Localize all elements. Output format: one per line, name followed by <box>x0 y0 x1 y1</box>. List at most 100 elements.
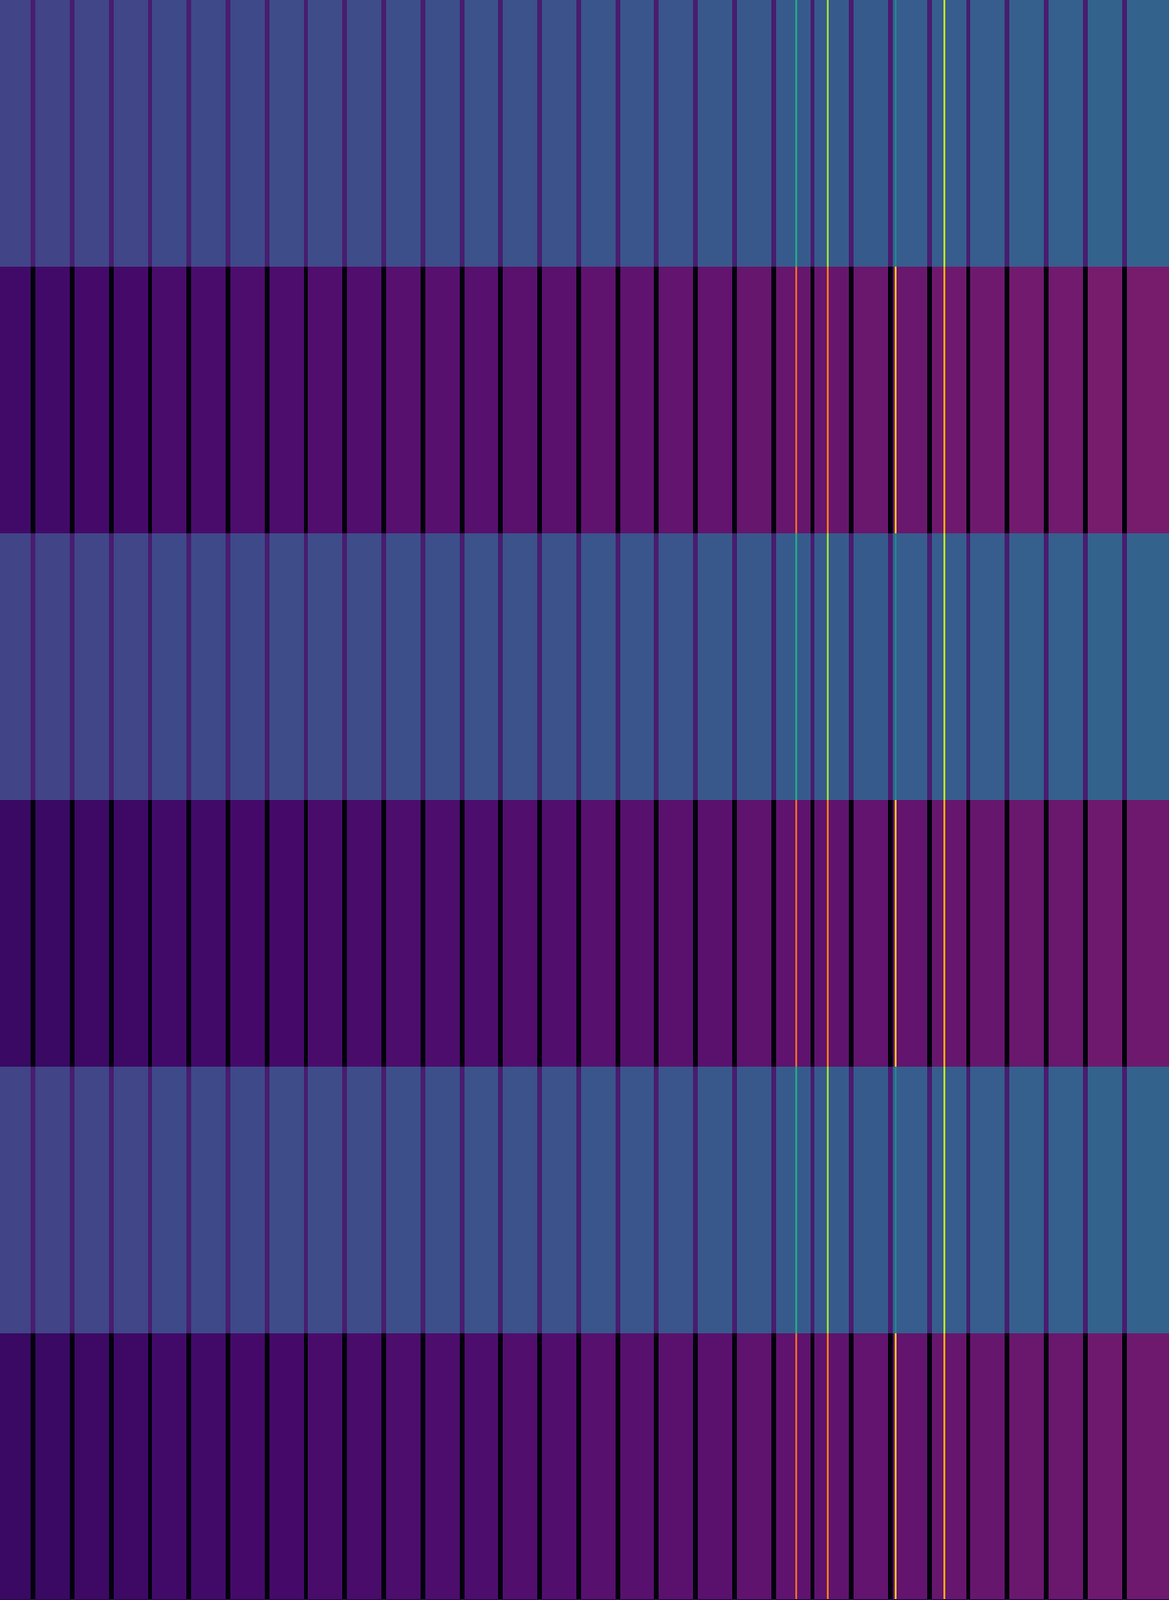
heatmap-cell <box>191 800 226 1067</box>
heatmap-cell <box>0 0 32 267</box>
heatmap-cell <box>945 1333 967 1600</box>
heatmap-cell <box>30 800 36 1067</box>
heatmap-cell <box>810 533 816 801</box>
heatmap-cell <box>108 1333 114 1600</box>
heatmap-cell <box>303 1333 309 1600</box>
heatmap-cell <box>108 266 114 534</box>
heatmap-cell <box>1122 0 1127 267</box>
heatmap-cell <box>148 266 153 534</box>
heatmap-cell <box>264 0 270 267</box>
heatmap-cell <box>108 1066 114 1334</box>
heatmap-cell <box>1048 1333 1083 1600</box>
heatmap-cell <box>615 266 621 534</box>
heatmap-cell <box>1087 800 1123 1067</box>
heatmap-cell <box>151 266 187 534</box>
heatmap-cell <box>264 266 270 534</box>
heatmap-cell <box>1009 800 1044 1067</box>
heatmap-cell <box>69 800 75 1067</box>
heatmap-cell <box>537 266 542 534</box>
heatmap-cell <box>420 266 426 534</box>
heatmap-cell <box>113 1333 149 1600</box>
heatmap-cell <box>736 533 772 801</box>
heatmap-cell <box>186 1333 192 1600</box>
heatmap-cell <box>148 0 153 267</box>
heatmap-cell <box>931 0 944 267</box>
heatmap-cell <box>887 533 893 801</box>
heatmap-cell <box>342 800 347 1067</box>
heatmap-cell <box>541 533 577 801</box>
heatmap-cell <box>346 0 382 267</box>
heatmap-cell <box>828 0 850 267</box>
heatmap-cell <box>264 533 270 801</box>
heatmap-cell <box>464 1333 499 1600</box>
heatmap-cell <box>931 1333 944 1600</box>
heatmap-cell <box>697 1066 733 1334</box>
heatmap-cell <box>74 0 109 267</box>
heatmap-cell <box>692 266 698 534</box>
heatmap-cell <box>615 1066 621 1334</box>
heatmap-cell <box>732 1066 737 1334</box>
heatmap-cell <box>797 0 811 267</box>
heatmap-cell <box>853 0 888 267</box>
heatmap-cell <box>459 533 465 801</box>
heatmap-cell <box>810 1066 816 1334</box>
heatmap-cell <box>615 533 621 801</box>
heatmap-cell <box>35 533 70 801</box>
heatmap-cell <box>1048 266 1083 534</box>
heatmap-cell <box>927 1066 932 1334</box>
heatmap-cell <box>1087 1066 1123 1334</box>
chart <box>0 0 1169 1600</box>
heatmap-cell <box>853 1333 888 1600</box>
heatmap-cell <box>797 266 811 534</box>
heatmap-cell <box>541 800 577 1067</box>
heatmap-cell <box>1043 266 1049 534</box>
heatmap-cell <box>307 0 343 267</box>
heatmap-cell <box>186 0 192 267</box>
heatmap-cell <box>658 533 693 801</box>
heatmap-cell <box>425 0 460 267</box>
heatmap-cell <box>828 1066 850 1334</box>
heatmap-cell <box>420 800 426 1067</box>
heatmap-cell <box>151 800 187 1067</box>
heatmap-cell <box>225 266 231 534</box>
heatmap-cell <box>945 533 967 801</box>
heatmap-cell <box>35 266 70 534</box>
heatmap-cell <box>69 1066 75 1334</box>
heatmap-cell <box>848 533 854 801</box>
heatmap-cell <box>653 1066 659 1334</box>
heatmap-cell <box>264 1333 270 1600</box>
heatmap-cell <box>945 0 967 267</box>
heatmap-cell <box>1087 0 1123 267</box>
heatmap-cell <box>732 1333 737 1600</box>
heatmap-cell <box>581 800 616 1067</box>
heatmap-cell <box>620 800 655 1067</box>
heatmap-cell <box>814 266 827 534</box>
heatmap-cell <box>113 0 149 267</box>
heatmap-cell <box>269 533 304 801</box>
heatmap-cell <box>797 1333 811 1600</box>
heatmap-cell <box>771 266 777 534</box>
heatmap-cell <box>1122 1066 1127 1334</box>
heatmap-cell <box>620 533 655 801</box>
heatmap-cell <box>736 800 772 1067</box>
heatmap-cell <box>148 1066 153 1334</box>
heatmap-cell <box>732 0 737 267</box>
heatmap-cell <box>966 800 972 1067</box>
heatmap-cell <box>191 266 226 534</box>
heatmap-cell <box>692 533 698 801</box>
heatmap-cell <box>459 1333 465 1600</box>
heatmap-cell <box>230 266 265 534</box>
heatmap-cell <box>771 1333 777 1600</box>
heatmap-cell <box>0 800 32 1067</box>
heatmap-cell <box>581 533 616 801</box>
heatmap-cell <box>1082 266 1088 534</box>
heatmap-cell <box>732 266 737 534</box>
heatmap-cell <box>966 533 972 801</box>
heatmap-cell <box>464 0 499 267</box>
heatmap-cell <box>970 1066 1005 1334</box>
heatmap-cell <box>692 0 698 267</box>
x-axis-line <box>0 1599 1169 1600</box>
heatmap-cell <box>653 533 659 801</box>
heatmap-cell <box>1004 266 1010 534</box>
heatmap-cell <box>853 1066 888 1334</box>
